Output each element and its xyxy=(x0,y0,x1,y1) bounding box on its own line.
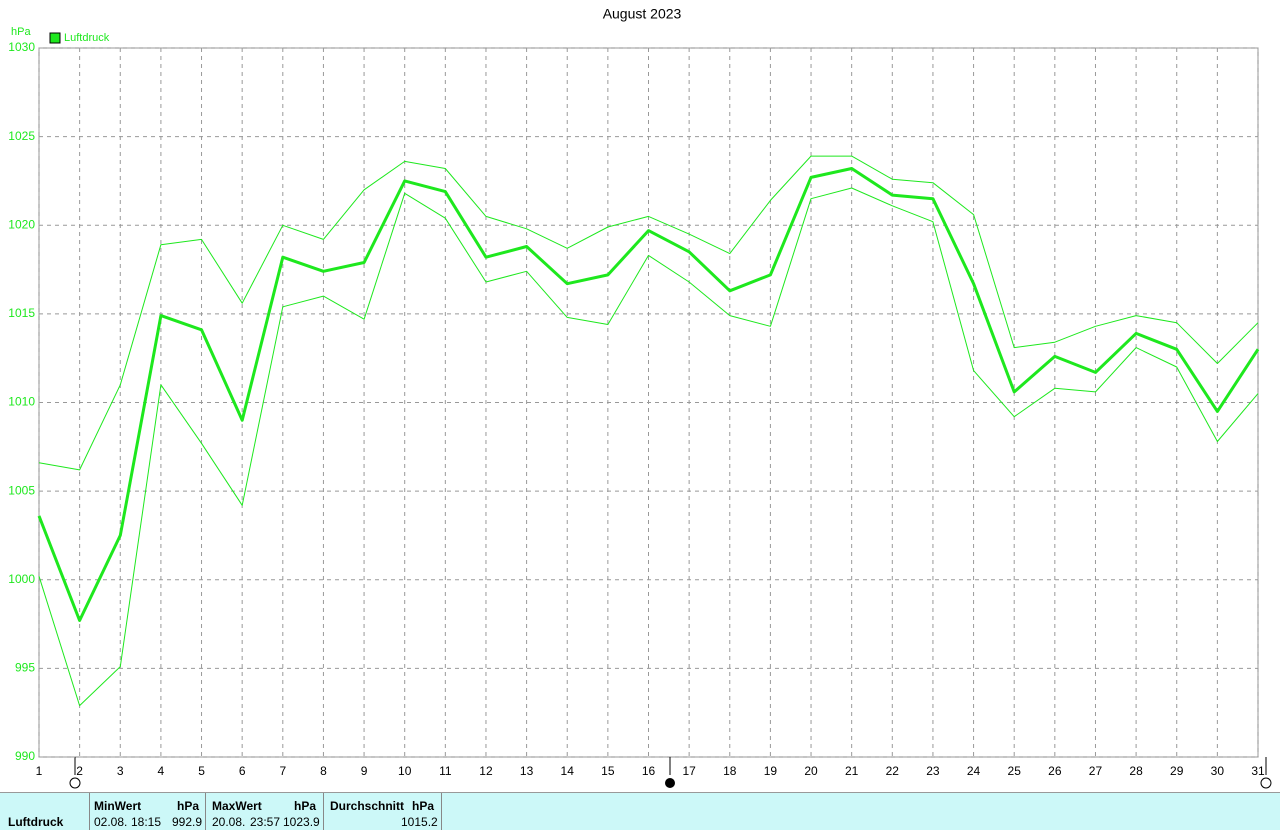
x-tick-label: 5 xyxy=(198,764,205,778)
date: 02.08. xyxy=(94,815,128,829)
data-line xyxy=(38,187,1259,707)
x-tick-label: 17 xyxy=(682,764,696,778)
x-tick-label: 20 xyxy=(804,764,818,778)
value: 1023.9 xyxy=(283,815,320,829)
header: MinWert xyxy=(94,799,142,813)
data-line xyxy=(38,155,1259,471)
y-tick-label: 1025 xyxy=(8,129,35,143)
value: 1015.2 xyxy=(401,815,438,829)
x-tick-label: 16 xyxy=(642,764,656,778)
y-tick-label: 1005 xyxy=(8,483,35,497)
unit: hPa xyxy=(177,799,200,813)
x-tick-label: 30 xyxy=(1211,764,1225,778)
y-tick-label: 1015 xyxy=(8,306,35,320)
x-tick-label: 2 xyxy=(76,764,83,778)
y-axis-label: hPa xyxy=(11,26,31,38)
x-tick-label: 6 xyxy=(239,764,246,778)
date: 20.08. xyxy=(212,815,246,829)
y-tick-label: 995 xyxy=(15,661,35,675)
x-tick-label: 14 xyxy=(561,764,575,778)
x-tick-label: 7 xyxy=(279,764,286,778)
x-tick-label: 26 xyxy=(1048,764,1062,778)
x-tick-label: 31 xyxy=(1251,764,1265,778)
x-tick-label: 29 xyxy=(1170,764,1184,778)
time: 18:15 xyxy=(131,815,162,829)
x-tick-label: 22 xyxy=(886,764,900,778)
x-tick-label: 19 xyxy=(764,764,778,778)
x-tick-label: 3 xyxy=(117,764,124,778)
legend-label: Luftdruck xyxy=(64,32,110,44)
y-tick-label: 990 xyxy=(15,749,35,763)
y-tick-label: 1000 xyxy=(8,572,35,586)
full-moon-icon xyxy=(69,777,81,789)
x-tick-label: 13 xyxy=(520,764,534,778)
x-tick-label: 10 xyxy=(398,764,412,778)
x-tick-label: 25 xyxy=(1008,764,1022,778)
new-moon-icon xyxy=(665,778,675,788)
stats-table: Luftdruck MinWert hPa 02.08. 18:15 992.9… xyxy=(0,792,1280,830)
full-moon-icon xyxy=(1260,777,1272,789)
chart: August 2023 hPa 990995100010051010101510… xyxy=(8,6,1272,789)
y-tick-label: 1030 xyxy=(8,40,35,54)
x-tick-label: 15 xyxy=(601,764,615,778)
x-tick-label: 12 xyxy=(479,764,493,778)
x-tick-label: 24 xyxy=(967,764,981,778)
x-tick-label: 27 xyxy=(1089,764,1103,778)
x-tick-label: 8 xyxy=(320,764,327,778)
x-tick-label: 9 xyxy=(361,764,368,778)
legend-swatch xyxy=(49,32,61,44)
chart-title: August 2023 xyxy=(603,6,682,22)
x-tick-label: 23 xyxy=(926,764,940,778)
x-tick-label: 11 xyxy=(439,764,452,778)
x-tick-label: 1 xyxy=(36,764,43,778)
unit: hPa xyxy=(294,799,317,813)
value: 992.9 xyxy=(172,815,203,829)
header: Durchschnitt xyxy=(330,799,405,813)
time: 23:57 xyxy=(250,815,281,829)
y-tick-label: 1020 xyxy=(8,217,35,231)
x-tick-label: 21 xyxy=(845,764,859,778)
x-tick-label: 28 xyxy=(1129,764,1143,778)
y-tick-label: 1010 xyxy=(8,395,35,409)
data-line xyxy=(37,167,1260,622)
unit: hPa xyxy=(412,799,435,813)
row-label: Luftdruck xyxy=(8,815,64,829)
x-tick-label: 4 xyxy=(158,764,165,778)
header: MaxWert xyxy=(212,799,262,813)
x-tick-label: 18 xyxy=(723,764,737,778)
